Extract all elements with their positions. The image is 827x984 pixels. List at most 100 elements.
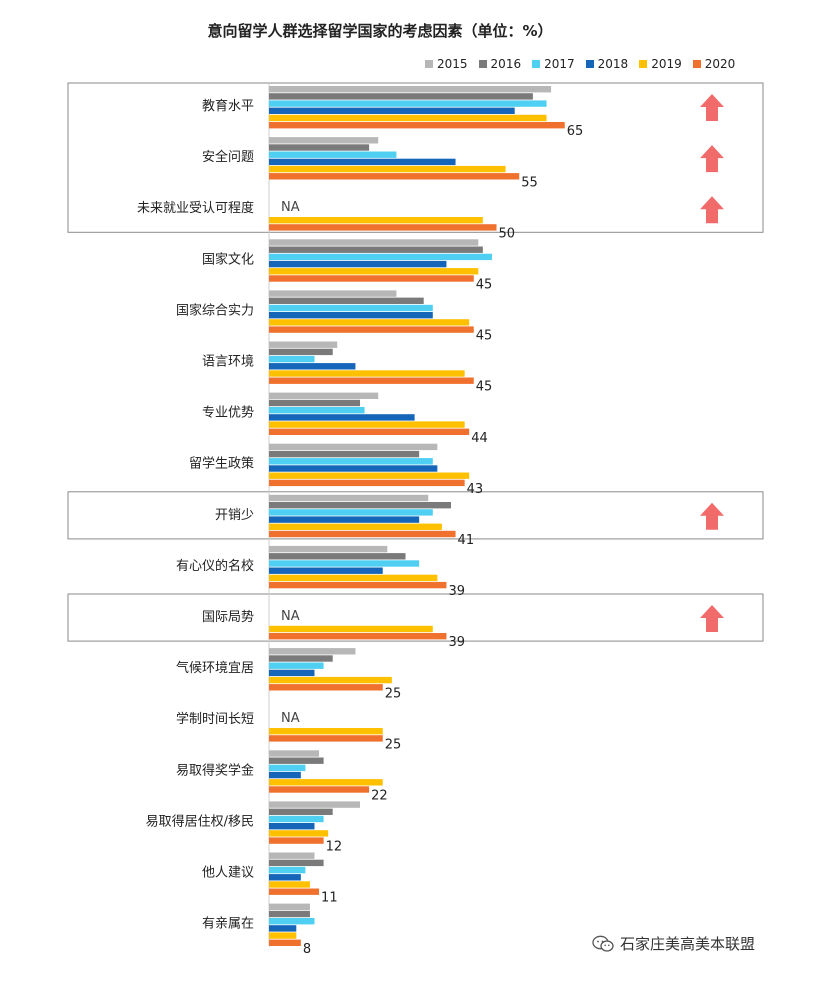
bar-2019	[269, 728, 383, 735]
bar-2016	[269, 348, 333, 356]
bar-2020	[269, 224, 497, 231]
bar-2019	[269, 472, 470, 479]
wechat-icon	[592, 935, 614, 952]
bar-2019	[269, 165, 506, 173]
legend-label: 2019	[651, 57, 682, 71]
legend-label: 2020	[704, 57, 736, 71]
bar-2019	[269, 932, 297, 939]
bar-2016	[269, 910, 310, 918]
category-label: 国家综合实力	[176, 302, 254, 318]
bar-2016	[269, 399, 360, 407]
legend-label: 2016	[490, 57, 522, 71]
category-label: 气候环境宜居	[176, 660, 254, 676]
bar-2018	[269, 669, 315, 677]
bar-2015	[269, 903, 310, 910]
bar-2020	[269, 581, 447, 589]
bar-2017	[269, 918, 315, 925]
bar-2016	[269, 553, 406, 560]
up-arrow-icon	[700, 196, 724, 224]
data-label: 22	[371, 789, 388, 804]
bar-2018	[269, 925, 297, 932]
up-arrow-icon	[700, 145, 724, 173]
category-label: 国家文化	[202, 251, 254, 267]
bar-2020	[269, 633, 447, 640]
bar-2016	[269, 246, 483, 253]
category-label: 他人建议	[202, 866, 254, 881]
footer-watermark: 石家庄美高美本联盟	[592, 933, 755, 954]
bar-2015	[269, 494, 429, 502]
category-label: 有心仪的名校	[176, 558, 254, 574]
bar-2017	[269, 304, 433, 312]
bar-2017	[269, 407, 365, 414]
bar-2017	[269, 355, 315, 363]
na-label: NA	[281, 711, 300, 726]
up-arrow-icon	[700, 502, 724, 530]
data-label: 45	[476, 329, 493, 344]
bar-2019	[269, 779, 383, 786]
bar-2020	[269, 275, 474, 282]
bar-2016	[269, 450, 420, 458]
bar-2019	[269, 114, 547, 122]
highlight-box	[67, 593, 764, 642]
legend-swatch	[478, 60, 487, 68]
bar-2020	[269, 377, 474, 384]
category-label: 易取得居住权/移民	[146, 813, 254, 829]
legend-item: 2018	[585, 57, 629, 71]
bar-2020	[269, 479, 465, 487]
bar-2018	[269, 260, 447, 268]
bar-2019	[269, 574, 438, 582]
up-arrow-icon	[700, 605, 724, 632]
bar-2020	[269, 428, 470, 435]
legend-item: 2015	[425, 57, 468, 71]
data-label: 41	[458, 533, 475, 548]
data-label: 25	[385, 737, 402, 752]
bar-2019	[269, 370, 465, 377]
bar-2016	[269, 93, 533, 100]
data-label: 55	[521, 175, 538, 190]
data-label: 45	[476, 278, 493, 293]
bar-2020	[269, 888, 320, 895]
bar-2015	[269, 648, 356, 655]
bar-2016	[269, 144, 370, 151]
category-label: 有亲属在	[202, 917, 254, 932]
category-label: 专业优势	[202, 405, 254, 421]
bar-2015	[269, 443, 438, 451]
bar-2016	[269, 859, 324, 867]
bar-2019	[269, 523, 442, 530]
category-label: 学制时间长短	[176, 711, 254, 727]
bar-2016	[269, 808, 333, 815]
bar-2020	[269, 939, 301, 946]
bar-2017	[269, 253, 492, 261]
bar-2018	[269, 363, 356, 370]
bar-2020	[269, 786, 370, 793]
data-label: 25	[385, 686, 402, 701]
bar-2020	[269, 173, 520, 180]
legend-label: 2018	[597, 57, 629, 71]
legend-swatch	[425, 60, 433, 68]
bar-2020	[269, 684, 383, 691]
category-label: 开销少	[215, 508, 254, 523]
legend-swatch	[639, 60, 648, 68]
bar-2015	[269, 137, 379, 144]
chart-title: 意向留学人群选择留学国家的考虑因素（单位：%）	[207, 22, 553, 40]
bar-2020	[269, 326, 474, 333]
highlight-box	[67, 491, 764, 540]
data-label: 44	[471, 431, 488, 446]
bar-2015	[269, 290, 397, 297]
bar-2018	[269, 414, 415, 421]
bar-2017	[269, 662, 324, 669]
data-label: 8	[303, 942, 311, 957]
footer-account-name: 石家庄美高美本联盟	[620, 935, 756, 953]
bar-2017	[269, 100, 547, 107]
bar-2017	[269, 458, 433, 465]
bar-2018	[269, 107, 515, 114]
bar-2020	[269, 530, 456, 538]
bar-2019	[269, 421, 465, 428]
bar-2019	[269, 881, 310, 888]
bar-2018	[269, 874, 301, 881]
bar-2020	[269, 735, 383, 742]
bar-2017	[269, 560, 420, 567]
bar-2017	[269, 866, 306, 874]
bar-2015	[269, 750, 320, 757]
